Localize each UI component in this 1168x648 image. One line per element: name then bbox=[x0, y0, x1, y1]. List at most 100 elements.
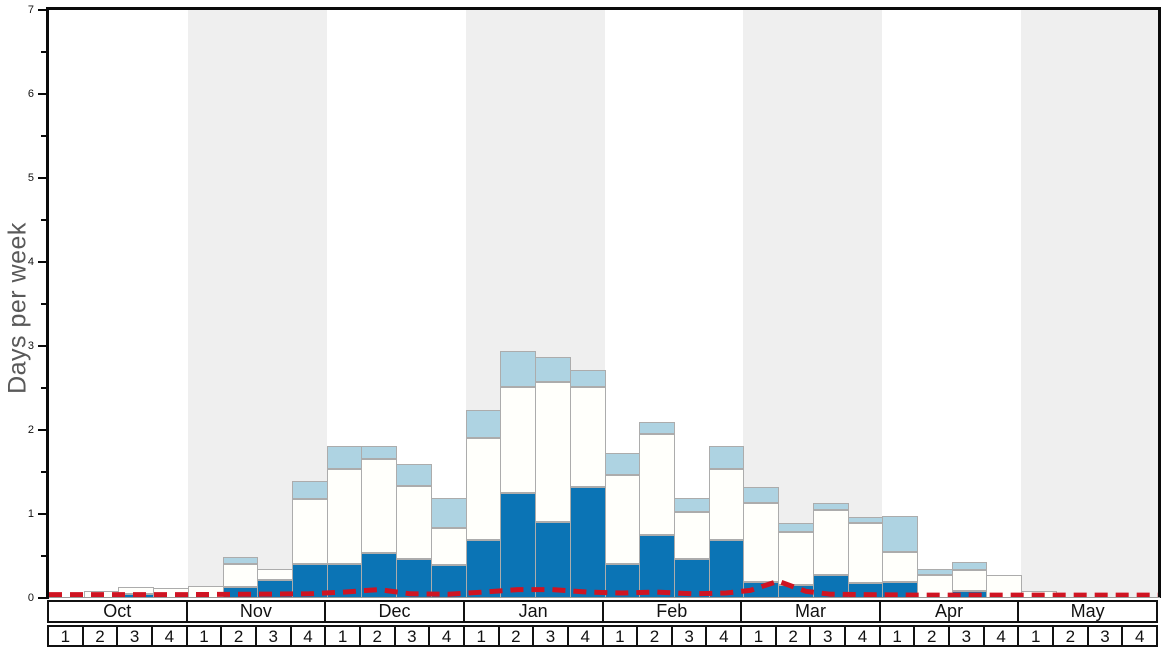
y-tick bbox=[41, 135, 46, 137]
top-spine bbox=[46, 7, 1161, 10]
month-cell-feb: Feb bbox=[601, 601, 741, 621]
week-cell-May-3: 3 bbox=[1086, 627, 1122, 646]
y-axis-spine bbox=[46, 7, 49, 599]
bar-segment-white-Dec-2 bbox=[361, 458, 398, 554]
week-cell-Oct-2: 2 bbox=[81, 627, 117, 646]
bar-segment-light-Jan-2 bbox=[500, 351, 537, 388]
y-tick-label: 5 bbox=[27, 172, 34, 184]
week-cell-Dec-4: 4 bbox=[428, 627, 463, 646]
week-cell-Feb-2: 2 bbox=[636, 627, 671, 646]
week-cell-Oct-4: 4 bbox=[150, 627, 186, 646]
dashed-red-line bbox=[49, 578, 1160, 598]
y-tick bbox=[41, 387, 46, 389]
week-cell-Jan-3: 3 bbox=[532, 627, 567, 646]
week-cell-Mar-2: 2 bbox=[774, 627, 810, 646]
y-tick bbox=[41, 51, 46, 53]
x-axis-baseline bbox=[49, 597, 1160, 598]
bar-segment-dark-Jan-2 bbox=[500, 493, 537, 598]
bar-segment-white-Mar-2 bbox=[778, 531, 814, 586]
y-tick bbox=[38, 597, 46, 599]
bar-segment-light-Mar-1 bbox=[743, 487, 780, 504]
week-cell-Nov-3: 3 bbox=[254, 627, 290, 646]
bar-segment-light-Apr-3 bbox=[951, 561, 988, 571]
y-tick bbox=[38, 261, 46, 263]
y-axis-label: Days per week bbox=[3, 222, 32, 394]
y-tick bbox=[41, 471, 46, 473]
week-cell-May-4: 4 bbox=[1121, 627, 1156, 646]
y-tick bbox=[38, 93, 46, 95]
week-cell-Oct-1: 1 bbox=[60, 626, 71, 646]
month-row: Oct Nov Dec Jan Feb Mar Apr May bbox=[47, 600, 1158, 623]
week-cell-Dec-1: 1 bbox=[324, 627, 359, 646]
month-cell-apr: Apr bbox=[878, 601, 1018, 621]
bar-segment-light-Mar-3 bbox=[812, 503, 849, 510]
right-spine bbox=[1158, 7, 1161, 598]
bar-segment-light-Dec-2 bbox=[361, 445, 398, 459]
bar-segment-light-Jan-4 bbox=[569, 369, 606, 388]
month-cell-mar: Mar bbox=[740, 601, 879, 621]
bar-segment-light-Feb-4 bbox=[708, 445, 745, 470]
bar-segment-light-Apr-1 bbox=[882, 515, 918, 552]
bar-segment-light-Nov-2 bbox=[222, 556, 259, 564]
week-cell-Apr-2: 2 bbox=[913, 627, 948, 646]
week-cell-Jan-4: 4 bbox=[566, 627, 602, 646]
week-cell-Mar-1: 1 bbox=[740, 627, 775, 646]
bar-segment-white-Apr-1 bbox=[882, 551, 918, 583]
bar-segment-light-Dec-4 bbox=[430, 498, 467, 529]
week-cell-Feb-3: 3 bbox=[670, 627, 706, 646]
y-tick-label: 2 bbox=[27, 424, 34, 436]
bar-segment-white-Jan-1 bbox=[465, 438, 502, 541]
bar-segment-dark-Feb-2 bbox=[639, 535, 675, 598]
bar-segment-white-Mar-1 bbox=[743, 503, 780, 583]
month-band-may bbox=[1021, 10, 1160, 598]
month-cell-oct: Oct bbox=[103, 601, 132, 621]
week-cell-May-1: 1 bbox=[1017, 627, 1052, 646]
week-cell-Mar-4: 4 bbox=[844, 627, 879, 646]
y-tick-label: 1 bbox=[27, 508, 34, 520]
month-cell-nov: Nov bbox=[185, 601, 325, 621]
y-tick-label: 4 bbox=[27, 256, 34, 268]
week-cell-Apr-3: 3 bbox=[948, 627, 983, 646]
bar-segment-light-Feb-2 bbox=[639, 422, 675, 435]
week-cell-May-2: 2 bbox=[1052, 627, 1087, 646]
bar-segment-white-Feb-2 bbox=[639, 434, 675, 535]
y-tick-label: 7 bbox=[27, 4, 34, 16]
week-cell-Jan-2: 2 bbox=[497, 627, 533, 646]
y-tick bbox=[41, 555, 46, 557]
y-tick bbox=[38, 429, 46, 431]
week-cell-Nov-4: 4 bbox=[289, 627, 325, 646]
bar-segment-white-Mar-3 bbox=[812, 509, 849, 576]
week-cell-Feb-1: 1 bbox=[601, 627, 637, 646]
week-cell-Apr-1: 1 bbox=[878, 627, 914, 646]
bar-segment-white-Dec-3 bbox=[396, 486, 432, 559]
bar-segment-white-Dec-1 bbox=[326, 469, 363, 565]
week-cell-Apr-4: 4 bbox=[982, 627, 1018, 646]
y-tick bbox=[38, 345, 46, 347]
y-tick bbox=[38, 513, 46, 515]
week-cell-Feb-4: 4 bbox=[705, 627, 740, 646]
week-cell-Oct-3: 3 bbox=[116, 627, 151, 646]
bar-segment-light-Dec-3 bbox=[396, 463, 432, 487]
week-cell-Jan-1: 1 bbox=[462, 627, 498, 646]
month-cell-dec: Dec bbox=[324, 601, 463, 621]
y-tick-label: 3 bbox=[27, 340, 34, 352]
month-cell-jan: Jan bbox=[462, 601, 602, 621]
y-tick-label: 6 bbox=[27, 88, 34, 100]
y-tick bbox=[38, 9, 46, 11]
y-tick bbox=[41, 303, 46, 305]
y-tick-label: 0 bbox=[27, 592, 34, 604]
plot-area bbox=[49, 10, 1160, 598]
bar-segment-white-Feb-3 bbox=[673, 512, 710, 559]
y-tick bbox=[41, 219, 46, 221]
week-cell-Nov-2: 2 bbox=[220, 627, 255, 646]
bar-segment-white-Jan-4 bbox=[569, 387, 606, 488]
bar-segment-dark-Jan-3 bbox=[535, 522, 571, 598]
bar-segment-white-Dec-4 bbox=[430, 528, 467, 566]
month-cell-may: May bbox=[1017, 601, 1156, 621]
week-cell-Dec-3: 3 bbox=[393, 627, 429, 646]
y-tick bbox=[38, 177, 46, 179]
week-cell-Dec-2: 2 bbox=[358, 627, 394, 646]
week-cell-Mar-3: 3 bbox=[809, 627, 844, 646]
